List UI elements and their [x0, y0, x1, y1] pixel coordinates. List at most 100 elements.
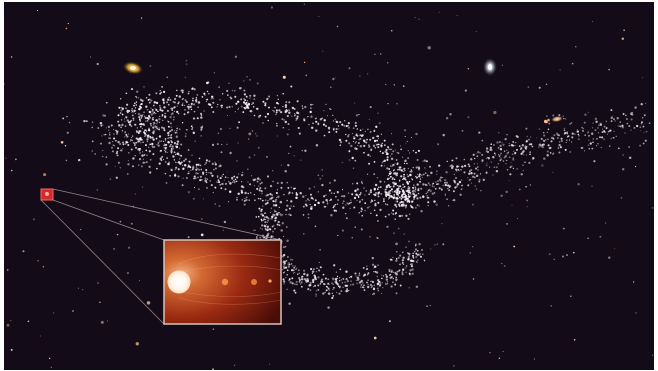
stream-star [406, 162, 408, 165]
stream-star [289, 258, 292, 261]
stream-star [319, 283, 322, 285]
stream-star [417, 204, 419, 206]
stream-star [278, 211, 280, 214]
stream-star [287, 187, 290, 189]
stream-star [543, 132, 545, 134]
stream-star [185, 128, 188, 131]
stream-star [230, 176, 234, 180]
stream-star [243, 93, 246, 96]
stream-star [233, 175, 236, 178]
stream-star [148, 115, 150, 117]
stream-star [407, 157, 409, 159]
stream-star [120, 149, 122, 152]
stream-star [329, 198, 333, 201]
background-star [453, 365, 455, 367]
stream-star [386, 178, 389, 181]
stream-star [264, 221, 267, 224]
stream-star [149, 111, 152, 114]
stream-star [282, 271, 285, 274]
stream-star [126, 119, 129, 122]
stream-star [272, 170, 274, 172]
stream-star [592, 138, 595, 140]
stream-star [337, 285, 340, 287]
background-star [552, 171, 554, 173]
stream-star [315, 293, 317, 295]
stream-star [543, 139, 546, 143]
stream-star [550, 140, 553, 143]
background-star [221, 143, 223, 146]
stream-star [196, 117, 199, 120]
stream-star [374, 147, 377, 149]
background-star [545, 83, 548, 85]
stream-star [390, 258, 393, 261]
stream-star [208, 160, 211, 163]
stream-star [312, 280, 315, 284]
stream-star [339, 140, 343, 144]
stream-star [160, 159, 163, 162]
stream-star [393, 185, 395, 187]
stream-star [198, 188, 200, 190]
stream-star [269, 192, 272, 196]
stream-star [356, 188, 359, 191]
stream-star [203, 92, 206, 95]
stream-star [456, 165, 459, 168]
stream-star [291, 277, 294, 280]
stream-star [337, 199, 339, 201]
stream-star [468, 179, 471, 181]
stream-star [138, 132, 140, 134]
stream-star [249, 192, 252, 194]
stream-star [386, 156, 389, 159]
stream-star [455, 168, 458, 171]
stream-star [379, 284, 381, 287]
stream-star [354, 124, 357, 127]
stream-star [66, 131, 69, 134]
stream-star [403, 233, 405, 235]
stream-star [339, 277, 341, 279]
stream-star [346, 202, 348, 204]
stream-star [433, 192, 436, 194]
stream-star [161, 126, 163, 129]
stream-star [312, 285, 315, 288]
stream-star [404, 160, 406, 162]
stream-star [373, 161, 376, 163]
stream-star [167, 141, 170, 144]
stream-star [335, 128, 338, 131]
stream-star [558, 151, 561, 154]
stream-star [158, 162, 161, 165]
stream-star [476, 166, 479, 168]
stream-star [338, 128, 340, 130]
stream-star [396, 198, 398, 200]
stream-star [269, 184, 273, 188]
stream-star [385, 185, 388, 187]
stream-star [166, 76, 169, 79]
stream-star [383, 165, 385, 167]
stream-star [156, 167, 158, 170]
stream-star [139, 114, 142, 117]
stream-star [446, 198, 448, 200]
stream-star [644, 139, 647, 142]
stream-star [148, 93, 151, 96]
stream-star [333, 192, 335, 194]
stream-star [272, 109, 274, 112]
stream-star [438, 164, 441, 167]
stream-star [125, 103, 129, 106]
stream-star [607, 130, 610, 133]
background-star [587, 237, 589, 239]
stream-star [260, 190, 263, 193]
background-star [342, 202, 344, 204]
stream-star [177, 153, 179, 155]
stream-star [592, 141, 594, 143]
stream-star [280, 164, 283, 166]
stream-star [616, 117, 619, 120]
background-star [361, 181, 363, 183]
stream-star [319, 118, 323, 121]
stream-star [601, 136, 604, 139]
background-star [77, 287, 79, 289]
stream-star [317, 174, 320, 177]
stream-star [415, 285, 419, 289]
stream-star [502, 143, 505, 146]
background-star [533, 358, 535, 360]
stream-star [194, 169, 197, 171]
stream-star [412, 189, 416, 192]
stream-star [265, 194, 268, 197]
